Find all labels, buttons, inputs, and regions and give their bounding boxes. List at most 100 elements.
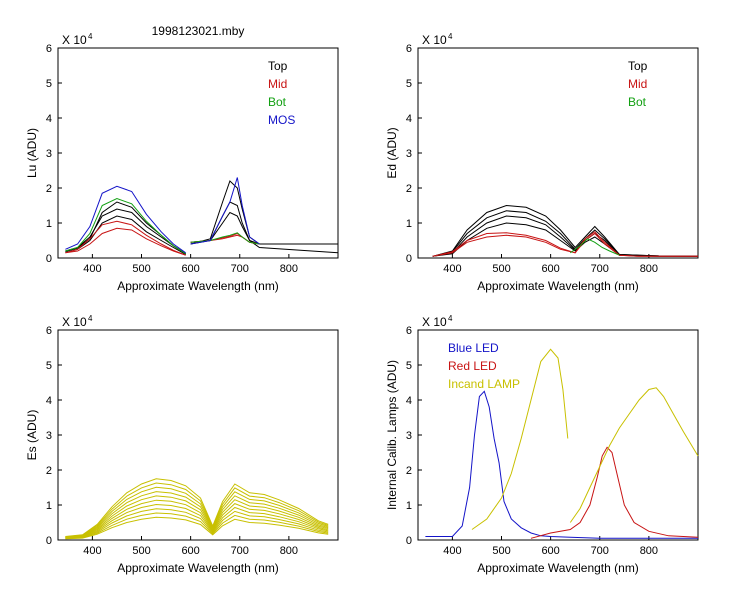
chart-ed-series-top-line [432, 210, 699, 257]
chart-lamps-exponent-label: X 10 [422, 315, 447, 329]
chart-lu-series-top-line [190, 180, 338, 245]
chart-lu-legend-top: Top [268, 59, 288, 73]
chart-ed-legend-top: Top [628, 59, 648, 73]
chart-lu-series-bot-line [65, 197, 186, 255]
chart-lamps-ytick-label: 3 [406, 430, 412, 442]
chart-lamps-exponent-power: 4 [448, 314, 453, 323]
chart-es-ytick-label: 6 [46, 325, 52, 337]
chart-lu-ylabel: Lu (ADU) [25, 128, 39, 178]
chart-es-xtick-label: 800 [280, 545, 298, 557]
chart-ed-legend-mid: Mid [628, 77, 647, 91]
chart-lu-ytick-label: 1 [46, 218, 52, 230]
chart-lamps-legend-incand-lamp: Incand LAMP [448, 377, 520, 391]
chart-ed-ytick-label: 5 [406, 78, 412, 90]
chart-lamps-ytick-label: 2 [406, 465, 412, 477]
chart-es-es-scan-line [65, 486, 329, 538]
chart-es-ytick-label: 5 [46, 360, 52, 372]
chart-lu-series-top-line [65, 201, 186, 255]
chart-es-es-scan-line [65, 508, 329, 539]
chart-es-ytick-label: 3 [46, 430, 52, 442]
chart-lamps-series-blue-led-line [425, 390, 698, 539]
chart-lu-series-mid-line [65, 227, 186, 256]
chart-es-xtick-label: 500 [132, 545, 150, 557]
chart-lu-ytick-label: 0 [46, 253, 52, 265]
chart-es-xlabel: Approximate Wavelength (nm) [117, 561, 279, 575]
chart-lu-series-top-line [190, 211, 339, 254]
chart-ed-xtick-label: 600 [541, 263, 559, 275]
chart-ed-frame [417, 47, 699, 259]
chart-es-ytick-label: 1 [46, 500, 52, 512]
chart-lu-series-mos-line [190, 177, 260, 245]
chart-ed-ytick-label: 6 [406, 43, 412, 55]
chart-lu-exponent-label: X 10 [62, 33, 87, 47]
chart-es-xtick-label: 600 [181, 545, 199, 557]
page-title: 1998123021.mby [152, 24, 245, 38]
chart-lu-series-mid-line [65, 220, 186, 256]
chart-lamps-xtick-label: 600 [541, 545, 559, 557]
chart-lu-ytick-label: 6 [46, 43, 52, 55]
chart-lu-xlabel: Approximate Wavelength (nm) [117, 279, 279, 293]
chart-lamps-xtick-label: 400 [443, 545, 461, 557]
chart-lamps-ytick-label: 4 [406, 395, 412, 407]
chart-lu-legend-bot: Bot [268, 95, 287, 109]
chart-lu-series-top-line [65, 208, 186, 255]
chart-lu-xtick-label: 800 [280, 263, 298, 275]
chart-ed-ytick-label: 1 [406, 218, 412, 230]
chart-es-ytick-label: 2 [46, 465, 52, 477]
chart-lu-xtick-label: 600 [181, 263, 199, 275]
chart-lamps-ytick-label: 6 [406, 325, 412, 337]
chart-lamps-xtick-label: 700 [591, 545, 609, 557]
chart-lu-exponent-power: 4 [88, 32, 93, 41]
chart-lu-ytick-label: 3 [46, 148, 52, 160]
chart-ed-series-bot-line [570, 238, 620, 256]
chart-es-es-scan-line [65, 478, 329, 537]
chart-lamps-xlabel: Approximate Wavelength (nm) [477, 561, 639, 575]
chart-ed-ytick-label: 4 [406, 113, 412, 125]
chart-lamps-series-red-led-line [530, 446, 699, 539]
chart-es-es-scan-line [65, 516, 329, 540]
chart-ed-series-top-line [432, 222, 698, 257]
chart-es-xtick-label: 400 [83, 545, 101, 557]
chart-lamps-xtick-label: 800 [640, 545, 658, 557]
chart-es-exponent-label: X 10 [62, 315, 87, 329]
chart-lu-series-top-line [65, 215, 186, 255]
chart-ed-series-mid-line [432, 231, 698, 257]
chart-lamps-legend-red-led: Red LED [448, 359, 497, 373]
chart-es-es-scan-line [65, 491, 329, 538]
chart-es-es-scan-line [65, 495, 329, 538]
chart-es-ytick-label: 4 [46, 395, 52, 407]
chart-ed-xtick-label: 500 [492, 263, 510, 275]
chart-lamps-ytick-label: 5 [406, 360, 412, 372]
chart-lu-legend-mos: MOS [268, 113, 295, 127]
chart-ed-xtick-label: 800 [640, 263, 658, 275]
chart-lamps-ylabel: Internal Calib. Lamps (ADU) [385, 360, 399, 510]
chart-lu-xtick-label: 400 [83, 263, 101, 275]
chart-es-xtick-label: 700 [231, 545, 249, 557]
chart-ed-ylabel: Ed (ADU) [385, 127, 399, 178]
chart-lu-ytick-label: 2 [46, 183, 52, 195]
chart-lamps-series-incand-lamp-line [569, 387, 699, 523]
chart-es-es-scan-line [65, 499, 329, 539]
chart-es-exponent-power: 4 [88, 314, 93, 323]
chart-ed-ytick-label: 3 [406, 148, 412, 160]
chart-es-es-scan-line [65, 503, 329, 539]
chart-ed-ytick-label: 2 [406, 183, 412, 195]
chart-lamps-ytick-label: 1 [406, 500, 412, 512]
chart-lu-xtick-label: 700 [231, 263, 249, 275]
chart-es-ylabel: Es (ADU) [25, 410, 39, 461]
chart-lamps-series-incand-lamp-line [471, 348, 569, 530]
chart-lamps-legend-blue-led: Blue LED [448, 341, 499, 355]
chart-es-ytick-label: 0 [46, 535, 52, 547]
chart-ed-exponent-power: 4 [448, 32, 453, 41]
chart-lamps-ytick-label: 0 [406, 535, 412, 547]
chart-ed-xtick-label: 700 [591, 263, 609, 275]
chart-ed-legend-bot: Bot [628, 95, 647, 109]
chart-lu-series-mos-line [65, 185, 186, 254]
chart-lu-xtick-label: 500 [132, 263, 150, 275]
chart-lu-series-bot-line [190, 232, 260, 245]
chart-ed-xlabel: Approximate Wavelength (nm) [477, 279, 639, 293]
chart-ed-exponent-label: X 10 [422, 33, 447, 47]
chart-lu-legend-mid: Mid [268, 77, 287, 91]
chart-ed-ytick-label: 0 [406, 253, 412, 265]
